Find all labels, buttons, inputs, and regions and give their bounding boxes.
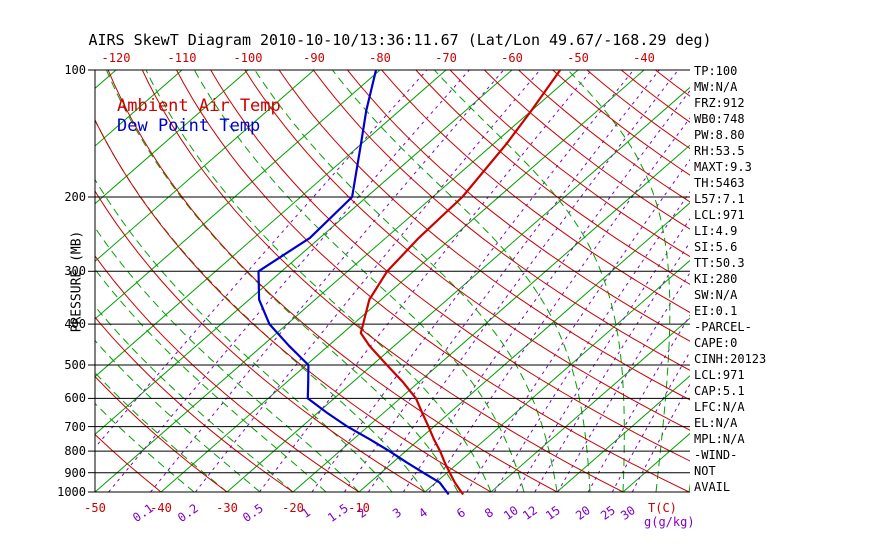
- index-line: TH:5463: [694, 176, 745, 190]
- index-line: TP:100: [694, 64, 738, 78]
- index-line: AVAIL: [694, 480, 731, 494]
- mixing-unit-label: g(g/kg): [644, 515, 695, 529]
- bottom-temp-tick: -10: [348, 501, 370, 515]
- index-line: SW:N/A: [694, 288, 738, 302]
- top-temp-tick: -70: [435, 51, 457, 65]
- legend-dew-point: Dew Point Temp: [117, 116, 261, 136]
- index-line: L57:7.1: [694, 192, 745, 206]
- top-temp-tick: -50: [567, 51, 589, 65]
- top-temp-tick: -80: [369, 51, 391, 65]
- pressure-tick-label: 200: [64, 190, 86, 204]
- index-line: CAPE:0: [694, 336, 738, 350]
- index-line: LCL:971: [694, 208, 745, 222]
- pressure-tick-label: 1000: [57, 485, 86, 499]
- index-line: LFC:N/A: [694, 400, 745, 414]
- index-line: PW:8.80: [694, 128, 745, 142]
- index-line: SI:5.6: [694, 240, 738, 254]
- ambient-air-temp-curve: [359, 70, 562, 496]
- top-temp-tick: -110: [167, 51, 197, 65]
- temp-unit-label: T(C): [648, 501, 677, 515]
- index-line: EL:N/A: [694, 416, 738, 430]
- index-line: CAP:5.1: [694, 384, 745, 398]
- index-line: LCL:971: [694, 368, 745, 382]
- index-line: NOT: [694, 464, 716, 478]
- legend-air-temp: Ambient Air Temp: [117, 96, 281, 116]
- dry-adiabat-lines: [95, 70, 690, 492]
- top-temp-tick: -40: [633, 51, 655, 65]
- pressure-tick-label: 700: [64, 420, 86, 434]
- dew-point-temp-curve: [257, 70, 450, 496]
- indices-panel: TP:100 MW:N/A FRZ:912 WB0:748 PW:8.80 RH:53.5…: [694, 63, 766, 495]
- pressure-tick-label: 300: [64, 264, 86, 278]
- index-line: MAXT:9.3: [694, 160, 752, 174]
- top-temp-tick: -120: [101, 51, 131, 65]
- index-line: MPL:N/A: [694, 432, 745, 446]
- top-temp-tick: -90: [303, 51, 325, 65]
- index-line: TT:50.3: [694, 256, 745, 270]
- index-line: CINH:20123: [694, 352, 767, 366]
- index-line: LI:4.9: [694, 224, 738, 238]
- pressure-tick-label: 800: [64, 444, 86, 458]
- pressure-grid: [88, 69, 690, 493]
- index-line: -PARCEL-: [694, 320, 752, 334]
- pressure-tick-label: 100: [64, 63, 86, 77]
- top-temp-tick: -100: [233, 51, 263, 65]
- pressure-tick-label: 600: [64, 391, 86, 405]
- index-line: RH:53.5: [694, 144, 745, 158]
- page-title: AIRS SkewT Diagram 2010-10-10/13:36:11.6…: [88, 31, 712, 49]
- index-line: FRZ:912: [694, 96, 745, 110]
- pressure-tick-label: 400: [64, 317, 86, 331]
- pressure-tick-label: 500: [64, 358, 86, 372]
- index-line: KI:280: [694, 272, 738, 286]
- bottom-temp-tick: -40: [150, 501, 172, 515]
- bottom-temp-tick: -30: [216, 501, 238, 515]
- index-line: EI:0.1: [694, 304, 738, 318]
- index-line: MW:N/A: [694, 80, 738, 94]
- index-line: WB0:748: [694, 112, 745, 126]
- bottom-temp-tick: -20: [282, 501, 304, 515]
- top-temp-tick: -60: [501, 51, 523, 65]
- bottom-temp-tick: -50: [84, 501, 106, 515]
- moist-adiabat-lines: [95, 70, 690, 492]
- pressure-tick-label: 900: [64, 466, 86, 480]
- index-line: -WIND-: [694, 448, 738, 462]
